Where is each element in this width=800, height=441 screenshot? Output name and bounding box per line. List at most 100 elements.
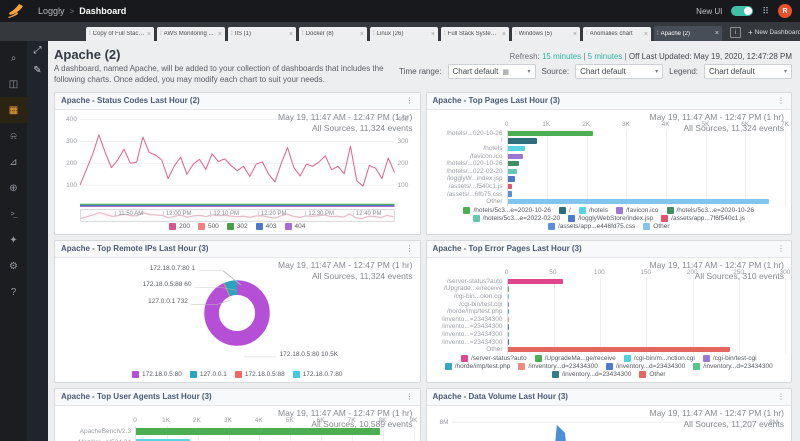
legend-item[interactable]: 500	[197, 222, 219, 230]
legend-item[interactable]: /cgi-bin/m...nction.cgi	[623, 354, 695, 362]
panel-menu-icon[interactable]: ⋮	[405, 392, 414, 402]
legend-item[interactable]: /hotels/5c3...e=2020-10-26	[666, 206, 754, 214]
legend-item[interactable]: /	[559, 206, 571, 214]
legend-item[interactable]: Other	[643, 222, 670, 230]
bar[interactable]	[507, 293, 510, 300]
bar[interactable]	[507, 176, 515, 182]
bar[interactable]	[507, 145, 526, 152]
legend-item[interactable]: 403	[255, 222, 277, 230]
dashboard-tab[interactable]: ⁞ Windows (5) ×	[512, 27, 580, 41]
sidebar-item-settings[interactable]: ⚙	[0, 253, 27, 279]
sidebar-item-source-groups[interactable]: ⊿	[0, 149, 27, 175]
legend-item[interactable]: /assets/app...7f6f540c1.js	[661, 214, 745, 222]
tab-close-icon[interactable]: ×	[288, 30, 293, 38]
legend-item[interactable]: /assets/app...e446fd75.css	[547, 222, 635, 230]
tab-close-icon[interactable]: ×	[714, 30, 719, 37]
legend-item[interactable]: /hotels/5c3...e=2022-02-20	[472, 214, 560, 222]
legend-item[interactable]: /hotels/5c3...e=2020-10-26	[463, 206, 551, 214]
legend-item[interactable]: /inventory...d=23434300	[605, 362, 685, 370]
sidebar-item-search[interactable]: ⌕	[0, 45, 27, 71]
panel-menu-icon[interactable]: ⋮	[405, 96, 414, 106]
tab-close-icon[interactable]: ×	[146, 30, 151, 38]
app-launcher-icon[interactable]: ⠿	[762, 5, 769, 16]
legend-item[interactable]: 127.0.0.1	[189, 370, 227, 378]
legend-item[interactable]: 172.18.0.7:80	[292, 370, 342, 378]
bar[interactable]	[507, 130, 593, 137]
bar[interactable]	[507, 324, 510, 330]
legend-item[interactable]: Other	[639, 370, 666, 378]
dashboard-tab[interactable]: ⁞ AWS Monitoring ... ×	[157, 27, 225, 41]
breadcrumb-brand[interactable]: Loggly	[38, 6, 65, 16]
dashboard-tab[interactable]: ⁞ Apache (2) ×	[654, 26, 722, 41]
new-dashboard-button[interactable]: + New Dashboard	[748, 28, 800, 37]
legend-item[interactable]: /inventory...d=23434300	[551, 370, 631, 378]
time-navigator[interactable]: 11:50 AM 12:00 PM 12:10 PM 12:20 PM 12:30 PM…	[80, 208, 395, 222]
bar[interactable]	[507, 168, 518, 175]
legend-select[interactable]: Chart default ▾	[704, 64, 792, 79]
bar[interactable]	[507, 347, 730, 353]
legend-item[interactable]: /horde/imp/test.php	[444, 362, 510, 370]
tab-close-icon[interactable]: ×	[217, 30, 222, 38]
bar[interactable]	[507, 183, 513, 190]
bar[interactable]	[507, 301, 510, 307]
bar[interactable]	[507, 316, 510, 323]
legend-item[interactable]: /UpgradeMa...ge/receive	[534, 354, 616, 362]
dashboard-tab[interactable]: ⁞Copy of Full Stack Syste...×	[86, 27, 154, 41]
sidebar-item-charts[interactable]: ◫	[0, 71, 27, 97]
panel-menu-icon[interactable]: ⋮	[777, 392, 785, 402]
bar[interactable]	[507, 309, 510, 315]
bar[interactable]	[507, 331, 510, 338]
dashboard-tab[interactable]: ⁞ Linux (26) ×	[370, 27, 438, 41]
refresh-15-link[interactable]: 15 minutes	[541, 52, 582, 61]
tab-close-icon[interactable]: ×	[359, 30, 364, 38]
dashboard-tab[interactable]: ⁞ Docker (8) ×	[299, 27, 367, 41]
fullscreen-button[interactable]: ⤢	[34, 46, 42, 56]
dashboard-tab[interactable]: ⁞ Full Stack System ... ×	[441, 27, 509, 41]
sidebar-item-alerts[interactable]: ⍾	[0, 123, 27, 149]
bar[interactable]	[136, 438, 190, 441]
new-ui-toggle[interactable]	[731, 6, 754, 16]
panel-menu-icon[interactable]: ⋮	[777, 244, 785, 254]
tab-close-icon[interactable]: ×	[572, 30, 577, 38]
avatar[interactable]: R	[778, 4, 792, 18]
legend-item[interactable]: /cgi-bin/test-cgi	[702, 354, 757, 362]
bar[interactable]	[136, 427, 380, 435]
legend-item[interactable]: /server-status?auto	[460, 354, 527, 362]
legend-item[interactable]: /inventory...d=23434300	[518, 362, 598, 370]
sidebar-item-dashboards[interactable]: ▦	[0, 97, 27, 123]
tab-close-icon[interactable]: ×	[501, 30, 506, 38]
bar[interactable]	[507, 278, 563, 285]
edit-dashboard-button[interactable]: ✎	[33, 66, 41, 76]
bar[interactable]	[507, 191, 513, 197]
tab-info-button[interactable]: i	[730, 27, 741, 38]
refresh-off-link[interactable]: Off	[628, 52, 640, 61]
sidebar-item-usage[interactable]: ✦	[0, 227, 27, 253]
tab-close-icon[interactable]: ×	[430, 30, 435, 38]
legend-item[interactable]: /inventory...d=23434300	[693, 362, 773, 370]
panel-menu-icon[interactable]: ⋮	[405, 244, 414, 254]
bar[interactable]	[507, 153, 523, 159]
bar[interactable]	[507, 339, 510, 345]
legend-item[interactable]: 200	[169, 222, 190, 230]
bar[interactable]	[507, 286, 510, 292]
sidebar-item-live-tail[interactable]: >_	[0, 201, 27, 227]
legend-item[interactable]: 172.18.0.5:88	[234, 370, 285, 378]
sidebar-item-source-setup[interactable]: ⊕	[0, 175, 27, 201]
legend-item[interactable]: 302	[226, 222, 248, 230]
legend-item[interactable]: /hotels	[578, 206, 608, 214]
legend-item[interactable]: 172.18.0.5:80	[132, 370, 182, 378]
panel-menu-icon[interactable]: ⋮	[777, 96, 785, 106]
dashboard-tab[interactable]: ⁞ Anomalies chart ×	[583, 27, 651, 41]
dashboard-tab[interactable]: ⁞ IIS (1) ×	[228, 27, 296, 41]
sidebar-item-help[interactable]: ?	[0, 279, 27, 305]
legend-item[interactable]: /logglyWebStore/index.jsp	[568, 214, 653, 222]
legend-item[interactable]: 404	[284, 222, 305, 230]
source-select[interactable]: Chart default ▾	[575, 64, 664, 79]
tab-close-icon[interactable]: ×	[643, 30, 648, 38]
refresh-5-link[interactable]: 5 minutes	[587, 52, 623, 61]
time-range-select[interactable]: Chart default ▦ ▾	[447, 64, 536, 79]
bar[interactable]	[507, 161, 520, 167]
legend-item[interactable]: /favicon.ico	[615, 206, 659, 214]
bar[interactable]	[507, 138, 538, 144]
bar[interactable]	[507, 199, 770, 205]
